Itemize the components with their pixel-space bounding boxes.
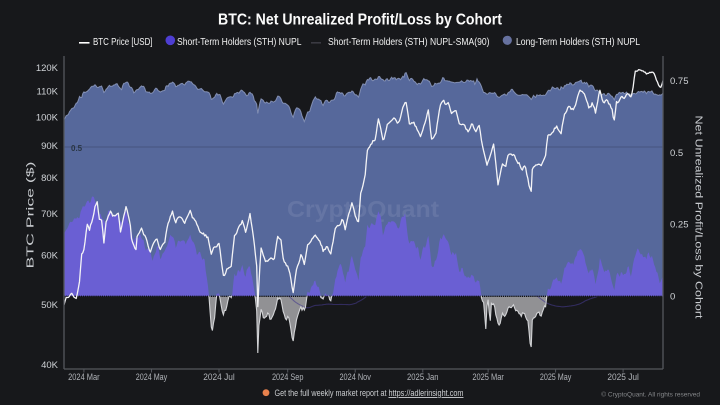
svg-text:Short-Term Holders (STH) NUPL-: Short-Term Holders (STH) NUPL-SMA(90): [328, 37, 490, 48]
svg-text:BTC Price ($): BTC Price ($): [26, 162, 37, 269]
svg-text:2024 Nov: 2024 Nov: [339, 372, 371, 382]
svg-text:BTC: Net Unrealized Profit/Los: BTC: Net Unrealized Profit/Loss by Cohor…: [218, 12, 503, 29]
svg-text:100K: 100K: [36, 113, 59, 124]
svg-text:Get the full weekly market rep: Get the full weekly market report at: [275, 388, 387, 398]
svg-text:CryptoQuant: CryptoQuant: [287, 196, 439, 222]
svg-text:2024 Jul: 2024 Jul: [203, 372, 235, 382]
svg-text:2025 Jan: 2025 Jan: [407, 372, 439, 382]
svg-text:2024 Mar: 2024 Mar: [68, 372, 100, 382]
svg-text:2025 Jul: 2025 Jul: [607, 372, 639, 382]
svg-text:0.75: 0.75: [670, 76, 689, 87]
svg-text:0.5: 0.5: [670, 148, 683, 159]
svg-text:2025 May: 2025 May: [540, 372, 572, 382]
svg-text:120K: 120K: [36, 63, 59, 74]
svg-text:50K: 50K: [41, 300, 59, 311]
svg-text:https://adlerinsight.com: https://adlerinsight.com: [389, 388, 464, 398]
svg-text:90K: 90K: [41, 141, 59, 152]
svg-text:60K: 60K: [41, 251, 59, 262]
svg-text:BTC Price [USD]: BTC Price [USD]: [93, 37, 153, 48]
svg-text:40K: 40K: [41, 360, 59, 371]
svg-text:80K: 80K: [41, 173, 59, 184]
svg-text:0.25: 0.25: [670, 220, 689, 231]
svg-text:2024 Sep: 2024 Sep: [272, 372, 304, 382]
svg-text:2024 May: 2024 May: [136, 372, 168, 382]
svg-text:0: 0: [670, 292, 675, 303]
svg-text:2025 Mar: 2025 Mar: [472, 372, 504, 382]
svg-text:70K: 70K: [41, 209, 59, 220]
svg-text:Short-Term Holders (STH) NUPL: Short-Term Holders (STH) NUPL: [177, 37, 302, 48]
svg-text:Long-Term Holders (STH) NUPL: Long-Term Holders (STH) NUPL: [516, 37, 640, 48]
svg-text:110K: 110K: [37, 87, 59, 98]
svg-text:Net Unrealized Profit/Loss by: Net Unrealized Profit/Loss by Cohort: [693, 116, 704, 319]
svg-text:0.5: 0.5: [71, 144, 83, 153]
svg-text:© CryptoQuant. All rights rese: © CryptoQuant. All rights reserved: [601, 391, 700, 399]
